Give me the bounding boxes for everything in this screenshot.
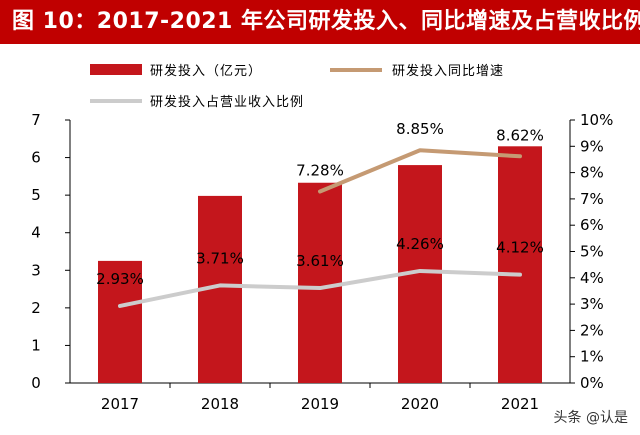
y-tick-label-right: 6% <box>580 216 604 234</box>
y-tick-label-right: 2% <box>580 321 604 339</box>
legend: 研发投入（亿元） 研发投入同比增速 研发投入占营业收入比例 <box>90 63 504 110</box>
legend-swatch-bar <box>90 64 142 75</box>
legend-label-growth: 研发投入同比增速 <box>392 63 504 79</box>
y-tick-label-right: 3% <box>580 295 604 313</box>
bar-rd-investment <box>98 260 142 383</box>
y-tick-label-right: 7% <box>580 190 604 208</box>
bars <box>98 146 542 383</box>
x-tick-label: 2020 <box>401 395 439 413</box>
y-tick-label-left: 3 <box>31 261 41 279</box>
data-label-revenue-ratio: 2.93% <box>96 270 144 288</box>
watermark: 头条 @认是 <box>553 410 628 426</box>
y-tick-label-left: 5 <box>31 186 41 204</box>
y-tick-label-right: 1% <box>580 348 604 366</box>
legend-label-ratio: 研发投入占营业收入比例 <box>150 94 304 110</box>
y-tick-label-left: 0 <box>31 374 41 392</box>
y-tick-label-left: 7 <box>31 111 41 129</box>
data-labels: 7.28% 8.85% 8.62% 2.93% 3.71% 3.61% 4.26% 4.12% <box>96 120 544 288</box>
data-label-growth-rate: 8.62% <box>496 126 544 144</box>
x-tick-label: 2021 <box>501 395 539 413</box>
data-label-revenue-ratio: 3.71% <box>196 249 244 267</box>
y-tick-label-right: 4% <box>580 269 604 287</box>
y-tick-label-right: 8% <box>580 164 604 182</box>
x-tick-label: 2019 <box>301 395 339 413</box>
y-tick-label-right: 5% <box>580 243 604 261</box>
chart-title: 图 10：2017-2021 年公司研发投入、同比增速及占营收比例 <box>12 9 640 34</box>
y-tick-label-right: 10% <box>580 111 613 129</box>
x-tick-label: 2017 <box>101 395 139 413</box>
axes: 0 1 2 3 4 5 6 7 0% 1% 2% 3% 4% 5% 6% 7% 8% 9% 10% 2017 2018 2… <box>31 111 613 413</box>
bar-rd-investment <box>298 182 342 383</box>
y-tick-label-right: 9% <box>580 137 604 155</box>
lines <box>118 148 522 308</box>
y-tick-label-right: 0% <box>580 374 604 392</box>
data-label-revenue-ratio: 4.26% <box>396 235 444 253</box>
data-label-growth-rate: 8.85% <box>396 120 444 138</box>
title-bar: 图 10：2017-2021 年公司研发投入、同比增速及占营收比例 <box>0 0 640 44</box>
y-tick-label-left: 6 <box>31 149 41 167</box>
x-tick-label: 2018 <box>201 395 239 413</box>
data-label-revenue-ratio: 4.12% <box>496 239 544 257</box>
y-tick-label-left: 1 <box>31 336 41 354</box>
y-tick-label-left: 2 <box>31 299 41 317</box>
data-label-growth-rate: 7.28% <box>296 162 344 180</box>
bar-rd-investment <box>498 146 542 383</box>
y-tick-label-left: 4 <box>31 224 41 242</box>
data-label-revenue-ratio: 3.61% <box>296 252 344 270</box>
legend-label-bar: 研发投入（亿元） <box>150 63 262 79</box>
